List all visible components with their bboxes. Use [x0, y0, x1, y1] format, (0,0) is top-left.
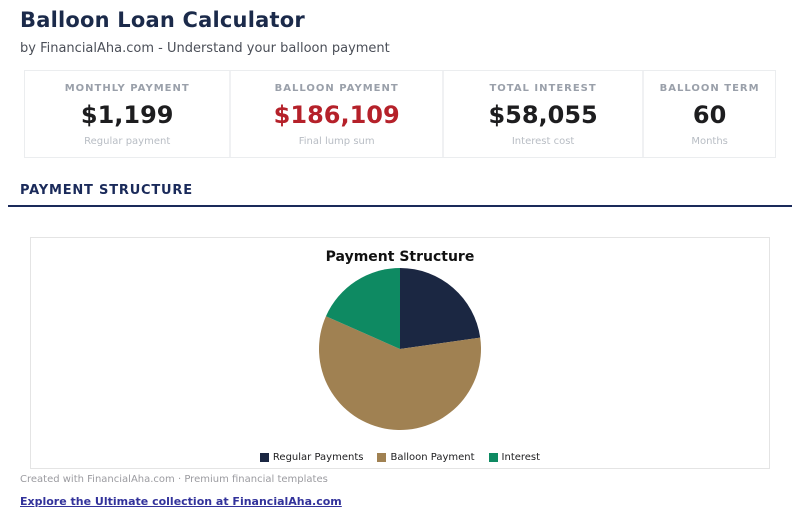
stat-sublabel: Final lump sum — [298, 136, 375, 147]
balloon-loan-calculator-page: Balloon Loan Calculator by FinancialAha.… — [0, 8, 800, 509]
pie-slice-balloon-payment — [319, 316, 482, 431]
chart-title: Payment Structure — [325, 249, 475, 265]
stat-label: BALLOON TERM — [659, 83, 760, 94]
stat-value: $186,109 — [273, 101, 400, 129]
pie-chart-wrap — [31, 267, 769, 431]
legend-label: Interest — [501, 452, 541, 463]
stat-total-interest: TOTAL INTEREST $58,055 Interest cost — [443, 71, 643, 157]
stat-label: MONTHLY PAYMENT — [64, 83, 190, 94]
stat-value: $58,055 — [488, 101, 598, 129]
legend-label: Regular Payments — [272, 452, 364, 463]
section-title-payment-structure: PAYMENT STRUCTURE — [20, 183, 193, 198]
stat-sublabel: Interest cost — [511, 136, 575, 147]
pie-chart — [319, 268, 482, 431]
stat-balloon-payment: BALLOON PAYMENT $186,109 Final lump sum — [231, 71, 442, 157]
legend-item-regular-payments: Regular Payments — [259, 452, 364, 463]
page-subtitle: by FinancialAha.com - Understand your ba… — [20, 41, 390, 56]
pie-slice-regular-payments — [400, 268, 481, 349]
page-title: Balloon Loan Calculator — [20, 8, 305, 32]
section-divider — [8, 205, 792, 207]
legend-swatch-icon — [377, 453, 387, 462]
legend-item-balloon-payment: Balloon Payment — [377, 452, 475, 463]
footer-credit: Created with FinancialAha.com · Premium … — [20, 474, 328, 485]
stat-label: TOTAL INTEREST — [489, 83, 597, 94]
legend-swatch-icon — [488, 453, 498, 462]
legend-item-interest: Interest — [488, 452, 541, 463]
chart-legend: Regular Payments Balloon Payment Interest — [31, 452, 769, 463]
stat-balloon-term: BALLOON TERM 60 Months — [644, 71, 775, 157]
pie-slice-interest — [325, 268, 400, 349]
stat-sublabel: Regular payment — [84, 136, 171, 147]
legend-swatch-icon — [259, 453, 269, 462]
stat-monthly-payment: MONTHLY PAYMENT $1,199 Regular payment — [25, 71, 230, 157]
legend-label: Balloon Payment — [390, 452, 475, 463]
stat-value: $1,199 — [80, 101, 174, 129]
payment-structure-chart-card: Payment Structure Regular Payments Balloo… — [30, 237, 770, 469]
summary-stats-row: MONTHLY PAYMENT $1,199 Regular payment B… — [24, 70, 776, 158]
stat-label: BALLOON PAYMENT — [274, 83, 399, 94]
stat-value: 60 — [692, 101, 727, 129]
stat-sublabel: Months — [691, 136, 728, 147]
